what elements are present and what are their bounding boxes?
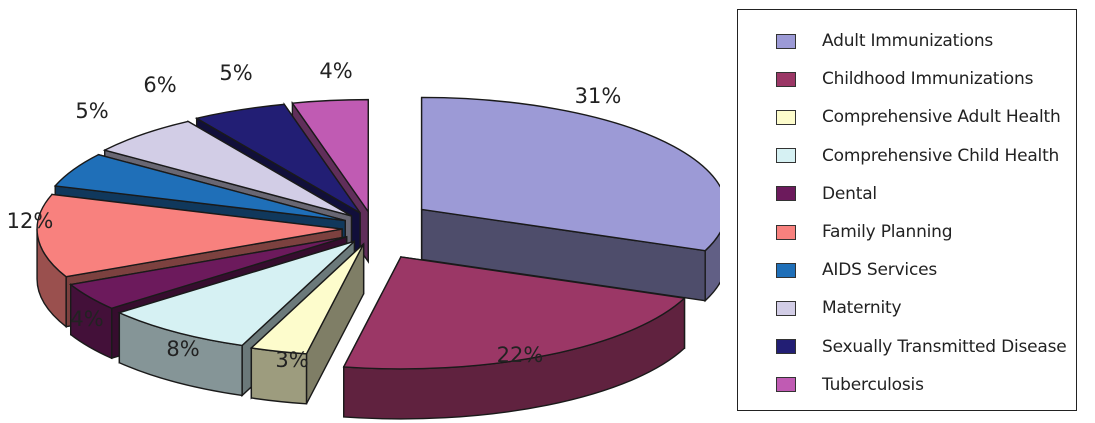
legend-swatch	[776, 148, 796, 164]
slice-value-label: 12%	[7, 209, 54, 233]
slice-value-label: 5%	[219, 61, 252, 85]
legend-label: Tuberculosis	[822, 374, 924, 395]
pie-slice-3	[249, 242, 365, 405]
pie-slice-1	[420, 96, 720, 303]
legend-label: Childhood Immunizations	[822, 69, 1034, 90]
legend-item: AIDS Services	[776, 253, 937, 287]
legend-item: Comprehensive Child Health	[776, 139, 1059, 173]
legend-label: Family Planning	[822, 222, 953, 242]
pie-chart: 31% 22% 3% 8% 4% 12% 5% 6% 5% 4%	[7, 59, 720, 420]
legend-swatch	[776, 109, 796, 125]
legend-swatch	[776, 224, 796, 240]
legend-label: Comprehensive Adult Health	[822, 107, 1061, 128]
legend-item: Comprehensive Adult Health	[776, 100, 1061, 134]
pie-chart-svg: 31% 22% 3% 8% 4% 12% 5% 6% 5% 4%	[7, 59, 720, 420]
slice-value-label: 4%	[70, 307, 103, 331]
legend-swatch	[776, 262, 796, 278]
pie-slice-2	[342, 256, 687, 420]
legend-swatch	[776, 300, 796, 316]
legend-label: Sexually Transmitted Disease	[822, 336, 1067, 357]
legend-swatch	[776, 377, 796, 393]
legend-item: Childhood Immunizations	[776, 62, 1033, 96]
chart-legend: Adult Immunizations Childhood Immunizatio…	[737, 9, 1077, 411]
slice-value-label: 31%	[575, 84, 622, 108]
slice-value-label: 3%	[275, 348, 308, 372]
legend-swatch	[776, 339, 796, 355]
legend-item: Tuberculosis	[776, 368, 924, 402]
slice-value-label: 5%	[75, 99, 108, 123]
legend-swatch	[776, 186, 796, 202]
legend-label: Maternity	[822, 298, 902, 319]
legend-swatch	[776, 71, 796, 87]
legend-label: Adult Immunizations	[822, 31, 994, 51]
slice-value-label: 4%	[319, 59, 352, 83]
legend-item: Dental	[776, 177, 877, 211]
legend-item: Sexually Transmitted Disease	[776, 330, 1067, 364]
legend-label: AIDS Services	[822, 260, 938, 281]
legend-item: Maternity	[776, 291, 902, 325]
legend-item: Adult Immunizations	[776, 24, 993, 58]
slice-value-label: 8%	[166, 337, 199, 361]
legend-label: Comprehensive Child Health	[822, 145, 1060, 166]
slice-value-label: 6%	[143, 73, 176, 97]
legend-item: Family Planning	[776, 215, 953, 249]
legend-swatch	[776, 33, 796, 49]
slice-value-label: 22%	[497, 343, 544, 367]
legend-label: Dental	[822, 183, 877, 204]
